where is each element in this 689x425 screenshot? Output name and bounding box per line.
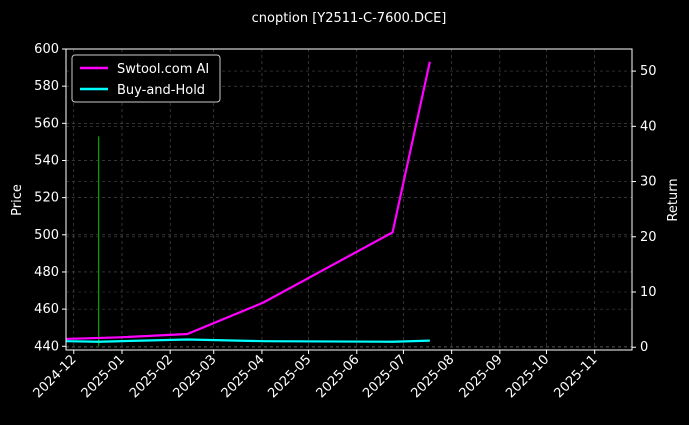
- series-line-0: [66, 62, 430, 339]
- y2-tick-label: 50: [640, 64, 657, 79]
- y2-tick-label: 10: [640, 285, 657, 300]
- y2-axis-label: Return: [666, 178, 681, 221]
- y-tick-label: 540: [34, 153, 59, 168]
- y2-tick-label: 40: [640, 119, 657, 134]
- x-tick-label: 2025-07: [360, 352, 409, 401]
- x-tick-label: 2025-05: [265, 352, 314, 401]
- x-tick-label: 2025-03: [171, 352, 220, 401]
- x-tick-label: 2025-08: [408, 352, 457, 401]
- y2-tick-label: 20: [640, 230, 657, 245]
- y-axis-label: Price: [10, 184, 25, 216]
- x-tick-label: 2024-12: [31, 352, 80, 401]
- legend: Swtool.com AI Buy-and-Hold: [72, 55, 220, 102]
- x-tick-label: 2025-11: [551, 352, 600, 401]
- x-tick-label: 2025-09: [457, 352, 506, 401]
- legend-label-ai: Swtool.com AI: [117, 62, 209, 77]
- y-tick-label: 460: [34, 302, 59, 317]
- x-tick-label: 2025-04: [219, 352, 268, 401]
- y-tick-label: 480: [34, 265, 59, 280]
- y-tick-label: 560: [34, 116, 59, 131]
- chart-title: cnoption [Y2511-C-7600.DCE]: [252, 11, 447, 26]
- y2-tick-label: 0: [640, 340, 648, 355]
- y-tick-label: 500: [34, 228, 59, 243]
- series-line-1: [66, 340, 430, 342]
- x-tick-label: 2025-02: [127, 352, 176, 401]
- y-tick-label: 600: [34, 42, 59, 57]
- x-tick-label: 2025-10: [503, 352, 552, 401]
- y-tick-label: 440: [34, 339, 59, 354]
- y2-tick-label: 30: [640, 175, 657, 190]
- x-tick-label: 2025-01: [79, 352, 128, 401]
- y-tick-label: 520: [34, 191, 59, 206]
- y-tick-label: 580: [34, 79, 59, 94]
- legend-label-bh: Buy-and-Hold: [117, 83, 205, 98]
- x-tick-label: 2025-06: [314, 352, 363, 401]
